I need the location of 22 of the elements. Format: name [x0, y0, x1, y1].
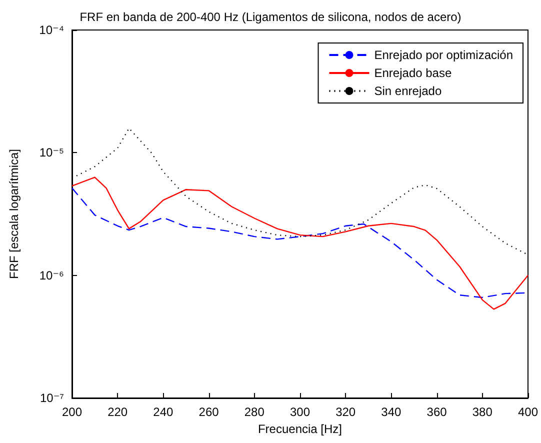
x-tick-label: 380: [472, 405, 493, 419]
x-tick-label: 260: [198, 405, 220, 419]
x-tick-label: 400: [518, 405, 538, 419]
legend-label: Enrejado por optimización: [374, 48, 514, 62]
x-axis-title: Frecuencia [Hz]: [258, 422, 342, 436]
x-tick-label: 200: [62, 405, 82, 419]
x-tick-label: 360: [426, 405, 448, 419]
chart-title: FRF en banda de 200-400 Hz (Ligamentos de silicona, nodos de acero): [80, 10, 462, 24]
y-axis-title: FRF [escala logarítmica]: [7, 148, 21, 280]
x-tick-label: 320: [336, 405, 356, 419]
y-tick-label: 10⁻⁴: [39, 23, 64, 37]
y-tick-label: 10⁻⁶: [39, 268, 64, 282]
line-series: [71, 176, 529, 310]
x-tick-label: 280: [244, 405, 265, 419]
x-tick-label: 340: [381, 405, 402, 419]
x-tick-label: 220: [108, 405, 128, 419]
x-tick-label: 240: [153, 405, 174, 419]
y-tick-label: 10⁻⁵: [39, 146, 64, 160]
legend-label: Sin enrejado: [374, 84, 442, 98]
y-tick-label: 10⁻⁷: [40, 391, 64, 405]
legend-label: Enrejado base: [374, 66, 452, 80]
x-tick-label: 300: [290, 405, 310, 419]
